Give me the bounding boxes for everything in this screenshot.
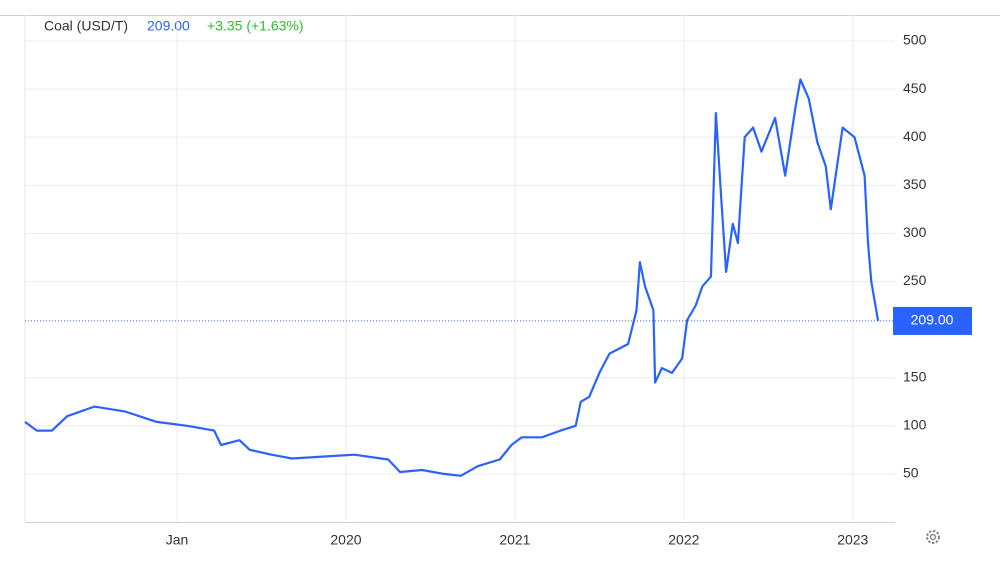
- price-line: [24, 78, 880, 477]
- y-tick-label: 250: [903, 272, 927, 288]
- y-tick-label: 500: [903, 32, 927, 48]
- y-tick-label: 350: [903, 176, 927, 192]
- y-tick-label: 150: [903, 368, 927, 384]
- x-tick-label: 2020: [330, 532, 361, 548]
- legend-change: +3.35 (+1.63%): [207, 18, 304, 34]
- y-tick-label: 450: [903, 80, 927, 96]
- y-tick-label: 100: [903, 416, 927, 432]
- y-tick-label: 50: [903, 465, 919, 481]
- x-tick-label: 2022: [668, 532, 699, 548]
- x-tick-label: Jan: [166, 532, 189, 548]
- y-tick-label: 300: [903, 224, 927, 240]
- grid: [25, 15, 895, 522]
- gear-inner: [929, 533, 937, 541]
- settings-icon[interactable]: [926, 530, 940, 544]
- gear-outer: [926, 530, 940, 544]
- x-tick-label: 2021: [499, 532, 530, 548]
- last-price-label: 209.00: [911, 312, 954, 328]
- x-tick-label: 2023: [837, 532, 868, 548]
- legend-title: Coal (USD/T): [44, 18, 128, 34]
- y-tick-label: 400: [903, 128, 927, 144]
- legend-price: 209.00: [147, 18, 190, 34]
- last-price-box: [893, 306, 972, 335]
